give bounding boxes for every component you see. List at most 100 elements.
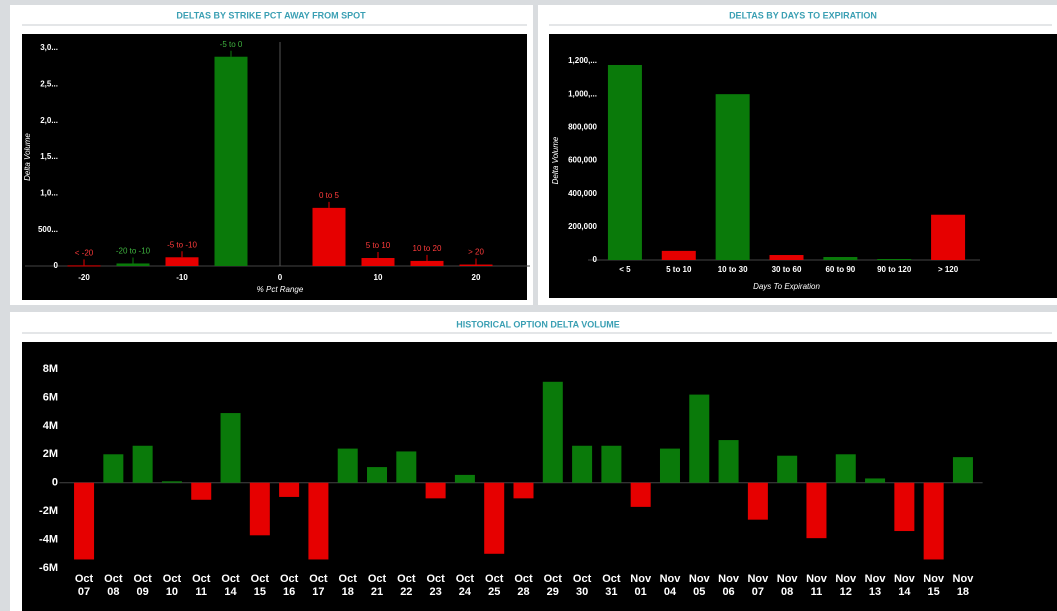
bar: [132, 445, 153, 483]
x-tick-label: -10: [176, 273, 188, 282]
x-tick-label: < 5: [619, 265, 631, 274]
x-axis-title: % Pct Range: [257, 285, 304, 294]
bar: [103, 454, 124, 483]
x-tick-label: 60 to 90: [825, 265, 855, 274]
x-tick-label: 10: [374, 273, 383, 282]
y-tick-label: 0: [52, 477, 58, 489]
data-label: -5 to 0: [220, 40, 243, 49]
y-tick-label: 6M: [43, 391, 58, 403]
x-tick-label: Oct 29: [543, 573, 562, 598]
bar: [877, 259, 912, 261]
x-tick-label: Nov 05: [688, 573, 710, 598]
bar: [337, 448, 358, 483]
data-label: 5 to 10: [366, 241, 391, 250]
x-tick-label: Oct 14: [221, 573, 240, 598]
y-tick-label: 2,5...: [40, 79, 58, 88]
y-tick-label: 8M: [43, 363, 58, 375]
x-tick-label: Oct 07: [74, 573, 94, 598]
bar: [630, 482, 651, 507]
x-tick-label: Oct 23: [426, 573, 445, 598]
bar: [601, 445, 622, 483]
bar: [513, 482, 534, 499]
y-tick-label: 200,000: [568, 222, 597, 231]
x-tick-label: Oct 11: [192, 573, 211, 598]
bar: [661, 250, 696, 260]
x-tick-label: Nov 12: [835, 573, 857, 598]
x-tick-label: Oct 08: [104, 573, 123, 598]
bar: [116, 263, 150, 266]
bar: [165, 257, 199, 266]
x-tick-label: Nov 11: [806, 573, 827, 598]
x-tick-label: Oct 15: [250, 573, 269, 598]
y-tick-label: 400,000: [568, 189, 597, 198]
bar: [659, 448, 680, 483]
y-axis-title: Delta Volume: [551, 136, 560, 184]
bar: [425, 482, 446, 499]
y-tick-label: 3,0...: [40, 43, 58, 52]
x-tick-label: Nov 14: [893, 573, 915, 598]
bar: [952, 457, 973, 483]
data-label: < -20: [75, 249, 94, 258]
x-tick-label: Oct 24: [455, 573, 475, 598]
bar: [747, 482, 768, 520]
plot-area: [22, 34, 527, 300]
bar: [454, 474, 475, 483]
chart-title: HISTORICAL OPTION DELTA VOLUME: [456, 319, 620, 329]
x-tick-label: Nov 04: [659, 573, 681, 598]
bar: [459, 264, 493, 266]
x-tick-label: Oct 31: [602, 573, 621, 598]
bar: [769, 255, 804, 260]
x-tick-label: 5 to 10: [666, 265, 692, 274]
bar: [312, 207, 346, 266]
x-tick-label: 10 to 30: [718, 265, 748, 274]
bar: [835, 454, 856, 483]
bar: [484, 482, 505, 554]
bar: [718, 440, 739, 483]
bar: [823, 257, 858, 260]
x-tick-label: Oct 22: [397, 573, 416, 598]
bar: [361, 258, 395, 266]
y-tick-label: -6M: [39, 562, 58, 574]
bar: [777, 455, 798, 483]
x-tick-label: Oct 17: [309, 573, 328, 598]
x-tick-label: Oct 10: [162, 573, 182, 598]
x-tick-label: 30 to 60: [772, 265, 802, 274]
x-tick-label: Nov 13: [864, 573, 886, 598]
y-tick-label: -4M: [39, 533, 58, 545]
x-tick-label: 90 to 120: [877, 265, 912, 274]
x-tick-label: Nov 18: [952, 573, 974, 598]
chart-title: DELTAS BY STRIKE PCT AWAY FROM SPOT: [176, 10, 366, 20]
bar: [715, 94, 750, 261]
bar: [249, 482, 270, 536]
x-tick-label: Nov 08: [776, 573, 798, 598]
bar: [191, 482, 212, 500]
x-tick-label: Nov 06: [718, 573, 739, 598]
x-tick-label: Oct 21: [367, 573, 387, 598]
x-tick-label: Oct 09: [133, 573, 152, 598]
bar: [689, 394, 710, 483]
y-tick-label: 2M: [43, 448, 58, 460]
bar: [220, 413, 241, 483]
bar: [308, 482, 329, 560]
data-label: 10 to 20: [413, 244, 442, 253]
bar: [161, 481, 182, 483]
x-tick-label: Nov 07: [747, 573, 769, 598]
x-tick-label: Oct 16: [279, 573, 299, 598]
bar: [279, 482, 300, 497]
bar: [607, 64, 642, 260]
y-tick-label: 2,0...: [40, 116, 58, 125]
x-tick-label: Oct 28: [514, 573, 533, 598]
x-tick-label: Oct 30: [572, 573, 592, 598]
bar: [74, 482, 95, 560]
x-tick-label: 0: [278, 273, 283, 282]
y-tick-label: 4M: [43, 420, 58, 432]
x-tick-label: 20: [472, 273, 481, 282]
x-tick-label: > 120: [938, 265, 959, 274]
y-tick-label: 1,5...: [40, 152, 58, 161]
y-tick-label: -2M: [39, 505, 58, 517]
x-tick-label: Nov 15: [923, 573, 945, 598]
y-tick-label: 1,0...: [40, 188, 58, 197]
data-label: -20 to -10: [116, 247, 151, 256]
